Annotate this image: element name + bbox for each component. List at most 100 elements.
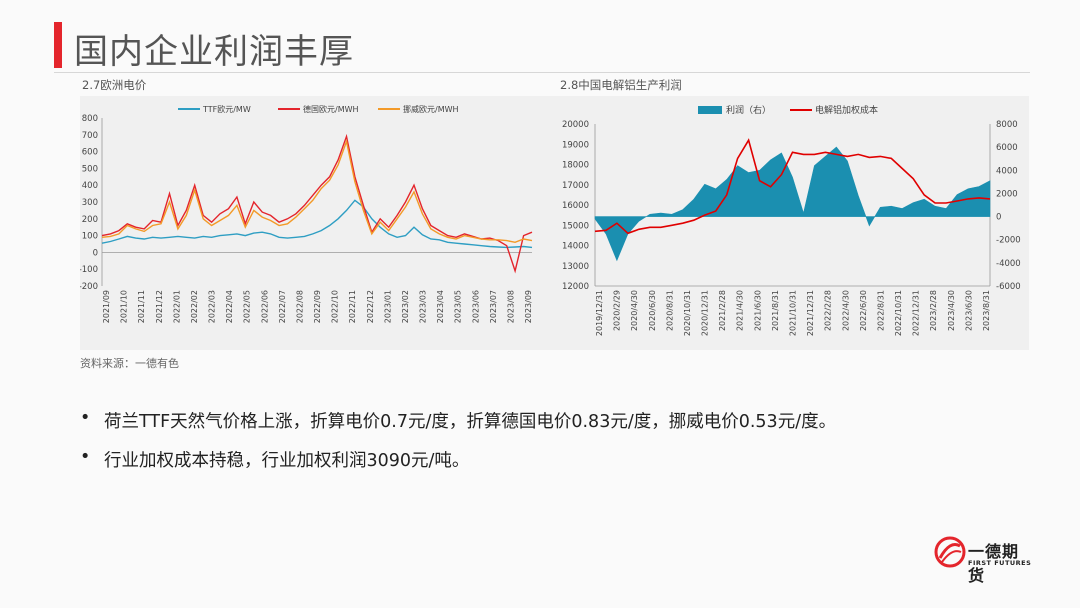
y-tick-label: -200 xyxy=(80,282,98,292)
logo-subtitle: FIRST FUTURES xyxy=(968,559,1032,567)
chart-2-caption: 2.8中国电解铝生产利润 xyxy=(560,78,682,92)
bullet-item: • 行业加权成本持稳，行业加权利润3090元/吨。 xyxy=(80,447,836,472)
y-tick-label: 100 xyxy=(82,232,98,242)
x-tick-label: 2022/2/28 xyxy=(824,290,833,331)
y-tick-label: 200 xyxy=(82,215,98,225)
x-tick-label: 2021/11 xyxy=(137,290,146,323)
y-left-tick-label: 17000 xyxy=(562,181,589,191)
x-tick-label: 2022/4/30 xyxy=(841,290,850,331)
y-tick-label: -100 xyxy=(80,265,98,275)
x-tick-label: 2021/2/28 xyxy=(718,290,727,331)
series-line xyxy=(101,199,533,249)
x-tick-label: 2021/10 xyxy=(120,290,129,323)
legend-label: TTF欧元/MW xyxy=(202,104,251,114)
x-tick-label: 2023/08 xyxy=(506,290,515,323)
logo-name: 一德期货 xyxy=(968,542,1020,585)
chart-aluminium-profit: 利润（右） 电解铝加权成本 12000 13000 14000 15000 16000 170… xyxy=(562,104,1021,336)
bullet-item: • 荷兰TTF天然气价格上涨，折算电价0.7元/度，折算德国电价0.83元/度，… xyxy=(80,408,836,433)
chart-1-panel: TTF欧元/MW 德国欧元/MWH 挪威欧元/MWH -200 -100 0 100 200 3… xyxy=(79,96,550,350)
x-tick-label: 2020/8/31 xyxy=(665,290,674,331)
y-right-tick-label: -6000 xyxy=(996,282,1021,292)
x-tick-label: 2022/05 xyxy=(243,290,252,323)
y-right-tick-label: 6000 xyxy=(996,143,1018,153)
x-tick-label: 2023/05 xyxy=(454,290,463,323)
y-right-tick-label: 2000 xyxy=(996,189,1018,199)
x-tick-label: 2022/10 xyxy=(331,290,340,323)
title-accent-bar xyxy=(54,22,62,68)
x-tick-label: 2022/06 xyxy=(260,290,269,323)
x-tick-label: 2022/10/31 xyxy=(894,290,903,336)
x-tick-label: 2023/4/30 xyxy=(947,290,956,331)
x-tick-label: 2022/07 xyxy=(278,290,287,323)
x-tick-label: 2023/6/30 xyxy=(964,290,973,331)
x-tick-label: 2021/6/30 xyxy=(753,290,762,331)
x-tick-label: 2019/12/31 xyxy=(595,290,604,336)
x-tick-label: 2022/11 xyxy=(348,290,357,323)
y-left-tick-label: 16000 xyxy=(562,201,589,211)
x-tick-label: 2020/12/31 xyxy=(701,290,710,336)
x-tick-label: 2022/01 xyxy=(172,290,181,323)
company-logo: 一德期货 FIRST FUTURES xyxy=(934,532,1034,585)
x-tick-label: 2022/04 xyxy=(225,290,234,323)
chart-1-caption: 2.7欧洲电价 xyxy=(82,78,147,92)
x-tick-label: 2023/06 xyxy=(471,290,480,323)
x-tick-label: 2022/12/31 xyxy=(912,290,921,336)
y-right-tick-label: 8000 xyxy=(996,120,1018,130)
y-tick-label: 700 xyxy=(82,131,98,141)
y-tick-label: 300 xyxy=(82,198,98,208)
legend-swatch xyxy=(698,106,722,114)
x-tick-label: 2021/8/31 xyxy=(771,290,780,331)
x-tick-label: 2022/03 xyxy=(208,290,217,323)
bullet-text: 行业加权成本持稳，行业加权利润3090元/吨。 xyxy=(104,451,470,471)
chart-europe-power-price: TTF欧元/MW 德国欧元/MWH 挪威欧元/MWH -200 -100 0 100 200 3… xyxy=(79,104,533,323)
y-right-tick-label: 0 xyxy=(996,213,1001,223)
x-tick-label: 2022/02 xyxy=(190,290,199,323)
legend-label: 德国欧元/MWH xyxy=(303,104,359,114)
y-tick-label: 400 xyxy=(82,181,98,191)
bullet-text: 荷兰TTF天然气价格上涨，折算电价0.7元/度，折算德国电价0.83元/度，挪威… xyxy=(104,412,837,432)
y-left-tick-label: 20000 xyxy=(562,120,589,130)
bullet-marker: • xyxy=(80,447,91,467)
x-tick-label: 2023/04 xyxy=(436,290,445,323)
x-tick-label: 2023/07 xyxy=(489,290,498,323)
y-right-tick-label: -2000 xyxy=(996,236,1021,246)
bullet-list: • 荷兰TTF天然气价格上涨，折算电价0.7元/度，折算德国电价0.83元/度，… xyxy=(80,408,836,486)
y-tick-label: 0 xyxy=(93,248,98,258)
x-tick-label: 2020/6/30 xyxy=(648,290,657,331)
x-tick-label: 2021/12/31 xyxy=(806,290,815,336)
x-tick-label: 2021/4/30 xyxy=(736,290,745,331)
y-right-tick-label: -4000 xyxy=(996,259,1021,269)
x-tick-label: 2020/2/29 xyxy=(613,290,622,331)
x-tick-label: 2023/02 xyxy=(401,290,410,323)
y-left-tick-label: 12000 xyxy=(562,282,589,292)
series-line xyxy=(101,138,533,244)
x-tick-label: 2023/03 xyxy=(419,290,428,323)
x-tick-label: 2022/8/31 xyxy=(876,290,885,331)
y-right-tick-label: 4000 xyxy=(996,166,1018,176)
x-tick-label: 2022/6/30 xyxy=(859,290,868,331)
x-tick-label: 2023/8/31 xyxy=(982,290,991,331)
bullet-marker: • xyxy=(80,408,91,428)
legend-label: 电解铝加权成本 xyxy=(815,104,878,116)
page-title: 国内企业利润丰厚 xyxy=(74,32,354,72)
series-line xyxy=(101,133,533,274)
y-tick-label: 800 xyxy=(82,114,98,124)
legend-label: 挪威欧元/MWH xyxy=(403,104,459,114)
y-left-tick-label: 15000 xyxy=(562,221,589,231)
logo-emblem-icon xyxy=(934,536,966,568)
profit-area xyxy=(594,146,991,262)
x-tick-label: 2022/09 xyxy=(313,290,322,323)
x-tick-label: 2021/09 xyxy=(102,290,111,323)
y-left-tick-label: 13000 xyxy=(562,262,589,272)
x-tick-label: 2022/12 xyxy=(366,290,375,323)
x-tick-label: 2021/10/31 xyxy=(789,290,798,336)
x-tick-label: 2020/10/31 xyxy=(683,290,692,336)
y-left-tick-label: 19000 xyxy=(562,140,589,150)
x-tick-label: 2023/2/28 xyxy=(929,290,938,331)
x-tick-label: 2023/09 xyxy=(524,290,533,323)
x-tick-label: 2022/08 xyxy=(295,290,304,323)
y-tick-label: 600 xyxy=(82,148,98,158)
x-tick-label: 2023/01 xyxy=(383,290,392,323)
legend-label: 利润（右） xyxy=(726,104,771,116)
x-tick-label: 2021/12 xyxy=(155,290,164,323)
